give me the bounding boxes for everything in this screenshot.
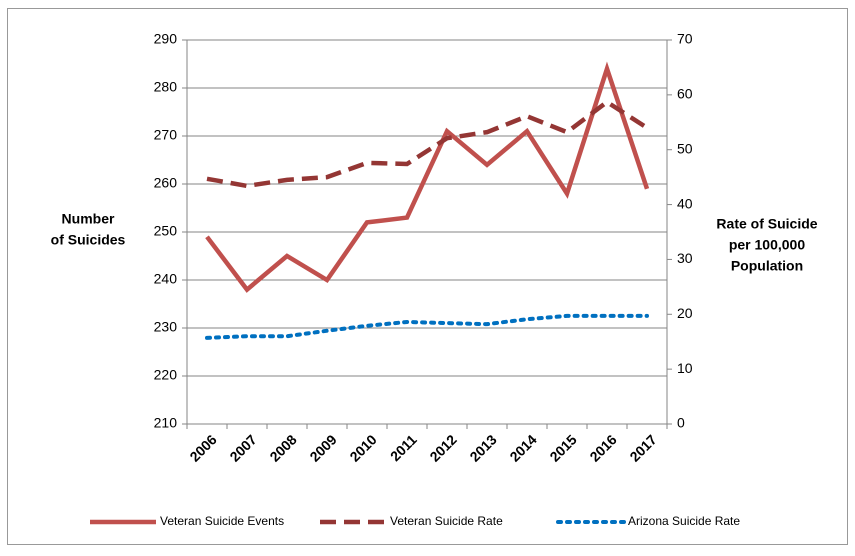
y-tick-label: 240	[154, 271, 178, 287]
legend-label: Arizona Suicide Rate	[628, 514, 740, 528]
series-line	[205, 61, 650, 293]
y2-tick-label: 30	[677, 250, 693, 266]
y-tick-label: 220	[154, 367, 178, 383]
y2-tick-label: 50	[677, 140, 693, 156]
y2-axis-label: Population	[731, 258, 803, 274]
y2-tick-label: 20	[677, 305, 693, 321]
y2-axis-label: Rate of Suicide	[716, 216, 817, 232]
y-tick-label: 290	[154, 31, 178, 47]
y2-tick-label: 0	[677, 415, 685, 431]
legend-label: Veteran Suicide Events	[160, 514, 284, 528]
y2-tick-label: 40	[677, 195, 693, 211]
y-tick-label: 260	[154, 175, 178, 191]
series-line	[205, 313, 649, 340]
y-tick-label: 230	[154, 319, 178, 335]
y-tick-label: 210	[154, 415, 178, 431]
y-axis-label: Number	[62, 211, 115, 227]
chart-frame	[7, 8, 848, 545]
y2-tick-label: 60	[677, 86, 693, 102]
legend-label: Veteran Suicide Rate	[390, 514, 503, 528]
y2-axis-label: per 100,000	[729, 237, 805, 253]
y-tick-label: 250	[154, 223, 178, 239]
y-tick-label: 280	[154, 79, 178, 95]
y-axis-label: of Suicides	[51, 232, 126, 248]
y2-tick-label: 10	[677, 360, 693, 376]
series-line	[206, 99, 649, 189]
y-tick-label: 270	[154, 127, 178, 143]
y2-tick-label: 70	[677, 31, 693, 47]
